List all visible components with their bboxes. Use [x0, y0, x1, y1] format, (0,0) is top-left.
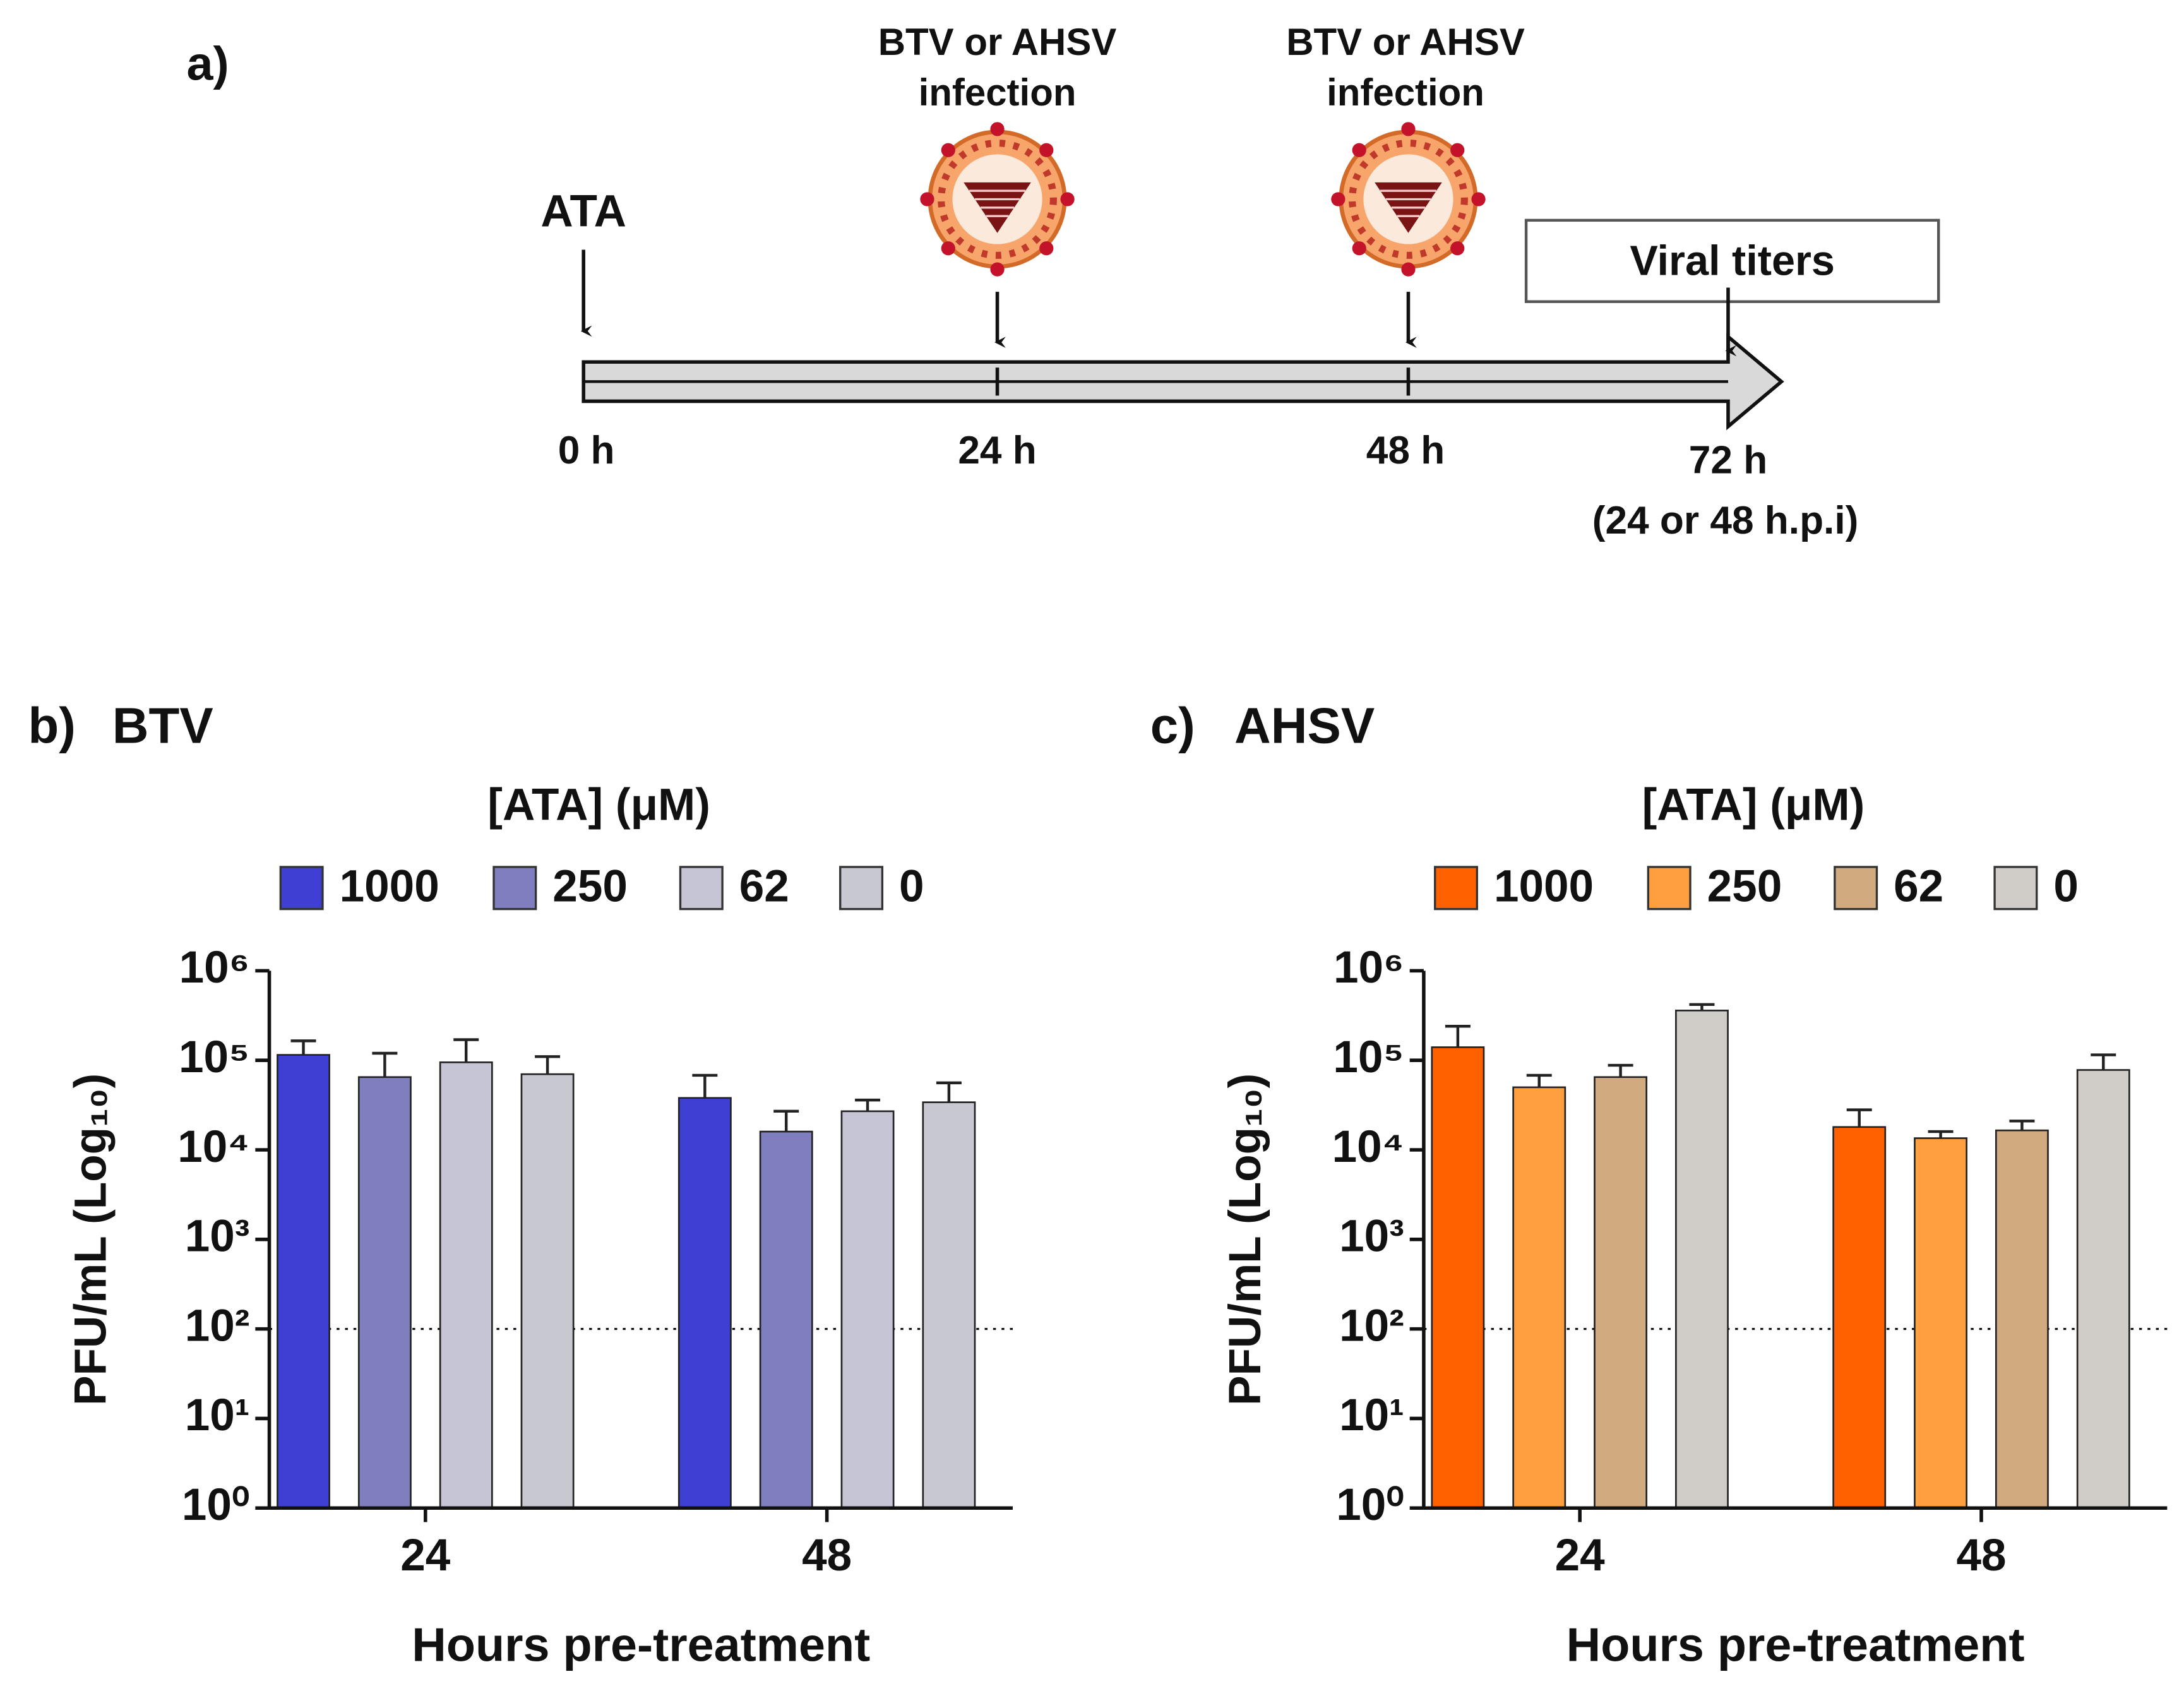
- bar: [1431, 1046, 1485, 1509]
- bar: [277, 1054, 330, 1509]
- start-label: ATA: [540, 187, 626, 237]
- event-label: BTV or AHSV: [878, 21, 1117, 63]
- legend-title: [ATA] (μM): [487, 780, 710, 830]
- legend-label: 62: [739, 861, 789, 911]
- x-tick-label: 48: [1956, 1531, 2006, 1580]
- time-label: 72 h: [1689, 439, 1767, 482]
- panel-label: a): [186, 38, 229, 91]
- panel-label: b): [28, 697, 75, 753]
- y-tick-label: 10¹: [185, 1390, 250, 1440]
- time-label: 24 h: [958, 429, 1036, 472]
- bar: [1832, 1126, 1887, 1509]
- time-note: (24 or 48 h.p.i): [1592, 499, 1859, 542]
- bar: [1675, 1009, 1729, 1509]
- legend-title: [ATA] (μM): [1642, 780, 1865, 830]
- bar: [1914, 1137, 1967, 1509]
- legend-label: 62: [1894, 861, 1943, 911]
- y-tick-label: 10⁰: [1336, 1480, 1404, 1530]
- event-label: infection: [919, 71, 1077, 114]
- chart-title: AHSV: [1234, 697, 1375, 753]
- panel-label: c): [1150, 697, 1195, 753]
- bar: [677, 1097, 732, 1509]
- bar: [2076, 1069, 2130, 1509]
- legend-label: 0: [2053, 861, 2079, 911]
- x-tick-label: 24: [400, 1531, 451, 1580]
- chart-title: BTV: [112, 697, 213, 753]
- y-tick-label: 10⁵: [179, 1032, 249, 1082]
- y-tick-label: 10¹: [1339, 1390, 1404, 1440]
- y-axis-label: PFU/mL (Log₁₀): [66, 1073, 116, 1406]
- bar: [520, 1073, 575, 1509]
- legend-swatch: [492, 866, 537, 911]
- y-tick-label: 10⁵: [1333, 1032, 1404, 1082]
- x-axis-label: Hours pre-treatment: [1566, 1618, 2025, 1671]
- y-tick-label: 10²: [1339, 1301, 1404, 1351]
- bar: [1594, 1076, 1648, 1509]
- legend-swatch: [1993, 866, 2038, 911]
- y-tick-label: 10⁶: [1334, 943, 1404, 993]
- bar: [439, 1061, 493, 1509]
- legend-swatch: [1434, 866, 1478, 911]
- legend-swatch: [679, 866, 724, 911]
- event-label: BTV or AHSV: [1286, 21, 1525, 63]
- event-label: infection: [1327, 71, 1484, 114]
- x-axis-label: Hours pre-treatment: [412, 1618, 870, 1671]
- time-label: 0 h: [558, 429, 615, 472]
- legend-swatch: [1834, 866, 1878, 911]
- y-axis-label: PFU/mL (Log₁₀): [1220, 1073, 1270, 1406]
- legend-label: 1000: [340, 861, 439, 911]
- bar: [922, 1101, 976, 1509]
- end-box: [1524, 218, 1940, 303]
- bar: [840, 1110, 895, 1509]
- y-tick-label: 10⁴: [177, 1122, 249, 1172]
- end-label: Viral titers: [1630, 237, 1835, 284]
- y-tick-label: 10²: [185, 1301, 250, 1351]
- legend-label: 250: [1707, 861, 1782, 911]
- x-tick-label: 24: [1555, 1531, 1606, 1580]
- legend-label: 1000: [1494, 861, 1594, 911]
- legend-swatch: [279, 866, 324, 911]
- y-tick-label: 10⁶: [179, 943, 250, 993]
- y-tick-label: 10³: [185, 1212, 250, 1262]
- bar: [1512, 1086, 1566, 1509]
- x-tick-label: 48: [802, 1531, 852, 1580]
- y-tick-label: 10⁴: [1332, 1122, 1404, 1172]
- legend-label: 0: [899, 861, 924, 911]
- virus-icon: [920, 122, 1074, 276]
- time-label: 48 h: [1366, 429, 1445, 472]
- bar: [759, 1130, 813, 1509]
- virus-icon: [1331, 122, 1485, 276]
- bar: [357, 1076, 412, 1509]
- bar: [1995, 1129, 2049, 1509]
- legend-label: 250: [552, 861, 628, 911]
- y-tick-label: 10⁰: [182, 1480, 250, 1530]
- legend-swatch: [1647, 866, 1692, 911]
- y-tick-label: 10³: [1339, 1212, 1404, 1262]
- legend-swatch: [839, 866, 884, 911]
